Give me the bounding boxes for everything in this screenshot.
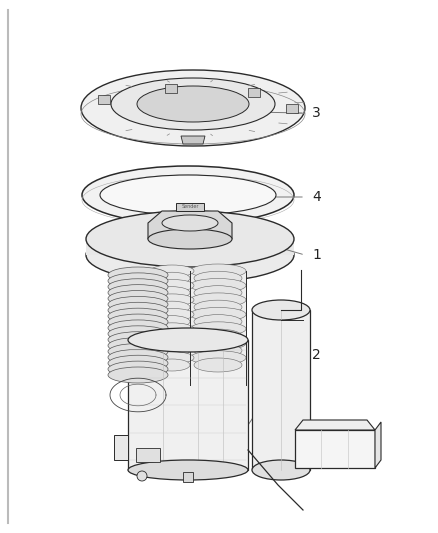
Ellipse shape [81,70,305,146]
Polygon shape [165,84,177,93]
Ellipse shape [190,264,246,278]
Ellipse shape [190,308,246,321]
Ellipse shape [154,344,190,357]
Polygon shape [148,211,232,239]
Ellipse shape [154,359,190,371]
Ellipse shape [128,460,248,480]
Ellipse shape [128,328,248,352]
Ellipse shape [137,86,249,122]
Polygon shape [86,239,294,255]
Ellipse shape [148,229,232,249]
Ellipse shape [108,279,168,295]
Ellipse shape [108,332,168,348]
Text: 1: 1 [312,248,321,262]
Ellipse shape [108,343,168,359]
Ellipse shape [86,227,294,283]
Ellipse shape [194,344,242,358]
Text: 3: 3 [312,106,321,120]
Ellipse shape [108,337,168,353]
Polygon shape [98,95,110,104]
Text: Sender: Sender [181,205,199,209]
Ellipse shape [150,294,194,306]
Ellipse shape [194,358,242,372]
Ellipse shape [108,285,168,301]
Ellipse shape [108,320,168,336]
Ellipse shape [108,296,168,312]
Ellipse shape [86,211,294,267]
Polygon shape [286,104,297,113]
Polygon shape [114,435,128,460]
Ellipse shape [154,301,190,313]
Ellipse shape [252,300,310,320]
Ellipse shape [190,322,246,336]
Ellipse shape [111,78,275,130]
Ellipse shape [150,309,194,320]
Ellipse shape [190,278,246,293]
Polygon shape [295,420,375,430]
Ellipse shape [194,300,242,314]
Ellipse shape [154,316,190,328]
Polygon shape [375,422,381,468]
Text: 2: 2 [312,348,321,362]
Text: 4: 4 [312,190,321,204]
Ellipse shape [252,460,310,480]
Ellipse shape [150,337,194,349]
Ellipse shape [190,336,246,350]
Ellipse shape [108,367,168,383]
Polygon shape [248,88,261,98]
Polygon shape [295,430,375,468]
Ellipse shape [108,290,168,306]
Polygon shape [183,472,193,482]
Ellipse shape [162,215,218,231]
Circle shape [137,471,147,481]
Ellipse shape [150,352,194,364]
Ellipse shape [190,351,246,365]
Ellipse shape [108,355,168,372]
Ellipse shape [154,272,190,284]
Polygon shape [190,271,246,385]
Ellipse shape [194,271,242,285]
Ellipse shape [150,265,194,277]
Ellipse shape [108,349,168,365]
Ellipse shape [108,361,168,377]
Ellipse shape [108,326,168,342]
Ellipse shape [100,175,276,215]
Ellipse shape [108,302,168,318]
Ellipse shape [154,287,190,298]
Ellipse shape [108,267,168,283]
Ellipse shape [194,329,242,343]
Ellipse shape [190,293,246,307]
Polygon shape [136,448,160,462]
Ellipse shape [108,308,168,324]
Polygon shape [128,340,248,470]
Ellipse shape [194,286,242,300]
Polygon shape [252,310,310,470]
Ellipse shape [150,279,194,292]
Polygon shape [176,203,204,211]
Ellipse shape [82,166,294,224]
Polygon shape [181,136,205,144]
Ellipse shape [154,330,190,342]
Ellipse shape [194,314,242,329]
Ellipse shape [108,273,168,289]
Ellipse shape [150,323,194,335]
Ellipse shape [108,314,168,330]
